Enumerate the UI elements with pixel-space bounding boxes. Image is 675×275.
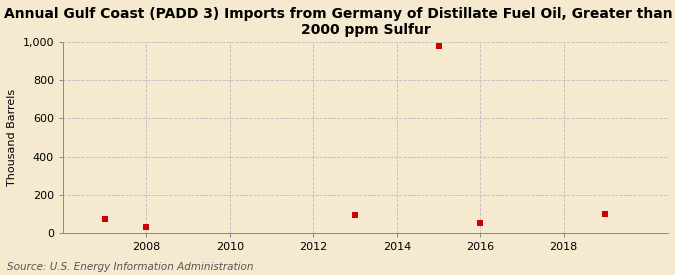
Point [350, 213, 360, 218]
Y-axis label: Thousand Barrels: Thousand Barrels [7, 89, 17, 186]
Point [600, 211, 611, 216]
Point [433, 44, 444, 48]
Text: Source: U.S. Energy Information Administration: Source: U.S. Energy Information Administ… [7, 262, 253, 272]
Point [141, 225, 152, 229]
Title: Annual Gulf Coast (PADD 3) Imports from Germany of Distillate Fuel Oil, Greater : Annual Gulf Coast (PADD 3) Imports from … [4, 7, 675, 37]
Point [475, 221, 486, 225]
Point [99, 217, 110, 221]
